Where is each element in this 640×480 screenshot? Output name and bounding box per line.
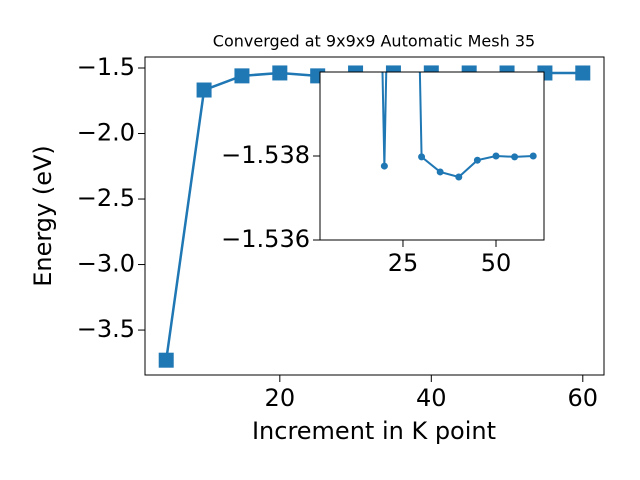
marker xyxy=(473,156,481,164)
x-tick-label: 40 xyxy=(416,384,447,412)
y-tick-label: −2.0 xyxy=(77,119,135,147)
x-tick-label: 50 xyxy=(481,249,512,277)
x-tick-label: 25 xyxy=(388,249,419,277)
y-axis-label: Energy (eV) xyxy=(29,145,57,287)
marker xyxy=(455,173,463,181)
marker xyxy=(492,152,500,160)
chart-title: Converged at 9x9x9 Automatic Mesh 35 xyxy=(213,32,535,51)
marker xyxy=(529,152,537,160)
plot-area xyxy=(380,72,537,181)
marker xyxy=(272,65,288,81)
marker xyxy=(511,153,519,161)
y-tick-label: −1.538 xyxy=(221,141,310,169)
marker xyxy=(575,65,591,81)
x-tick-label: 60 xyxy=(568,384,599,412)
y-tick-label: −1.5 xyxy=(77,53,135,81)
y-tick-label: −3.5 xyxy=(77,315,135,343)
y-tick-label: −1.536 xyxy=(221,225,310,253)
marker xyxy=(380,162,388,170)
y-tick-label: −3.0 xyxy=(77,250,135,278)
x-axis-label: Increment in K point xyxy=(252,417,496,445)
x-tick-label: 20 xyxy=(265,384,296,412)
marker xyxy=(436,168,444,176)
axes-frame xyxy=(144,56,605,376)
marker xyxy=(418,153,426,161)
marker xyxy=(234,68,250,84)
marker xyxy=(196,82,212,98)
marker xyxy=(158,352,174,368)
y-tick-label: −2.5 xyxy=(77,184,135,212)
